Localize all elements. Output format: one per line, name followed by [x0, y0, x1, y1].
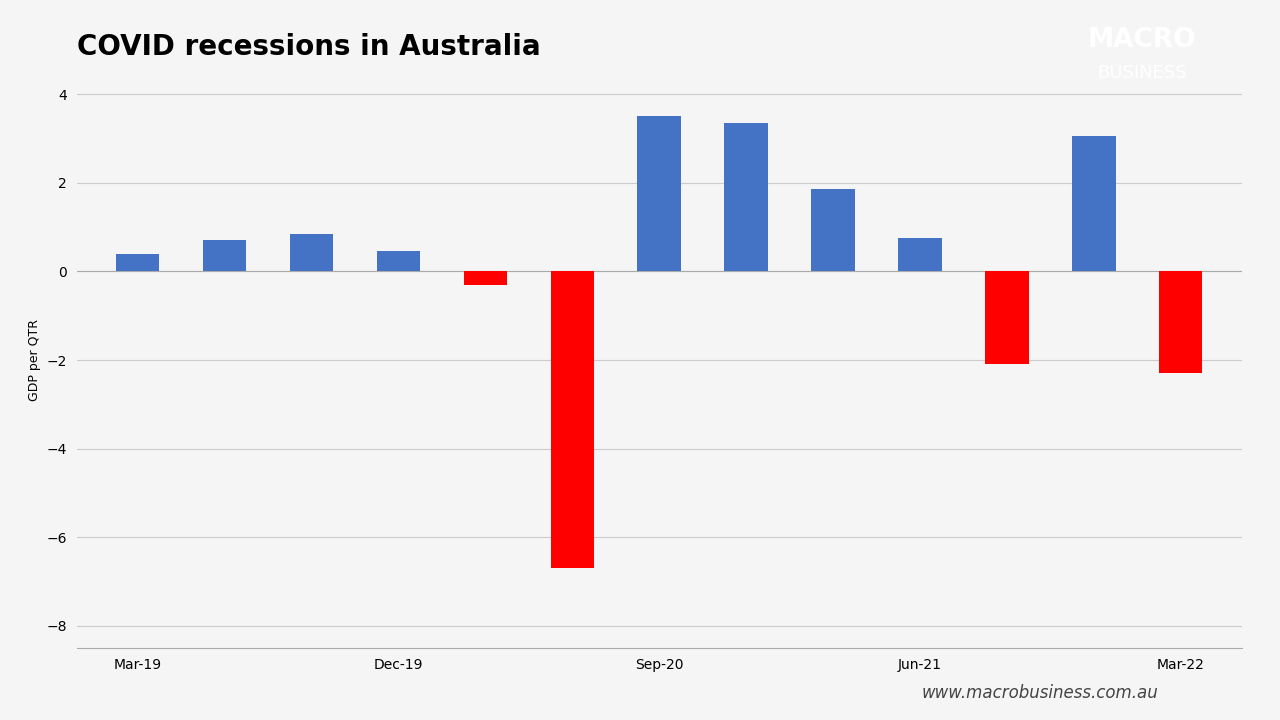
Bar — [1158, 271, 1202, 373]
Bar — [289, 234, 333, 271]
Bar — [1073, 136, 1116, 271]
Text: BUSINESS: BUSINESS — [1097, 64, 1188, 82]
Bar — [986, 271, 1029, 364]
Text: COVID recessions in Australia: COVID recessions in Australia — [77, 33, 540, 61]
Bar — [376, 251, 420, 271]
Bar — [202, 240, 246, 271]
Bar — [463, 271, 507, 284]
Bar — [899, 238, 942, 271]
Bar — [724, 123, 768, 271]
Y-axis label: GDP per QTR: GDP per QTR — [28, 319, 41, 401]
Bar — [116, 253, 160, 271]
Bar — [550, 271, 594, 568]
Text: MACRO: MACRO — [1088, 27, 1197, 53]
Bar — [637, 117, 681, 271]
Text: www.macrobusiness.com.au: www.macrobusiness.com.au — [922, 684, 1158, 702]
Bar — [812, 189, 855, 271]
